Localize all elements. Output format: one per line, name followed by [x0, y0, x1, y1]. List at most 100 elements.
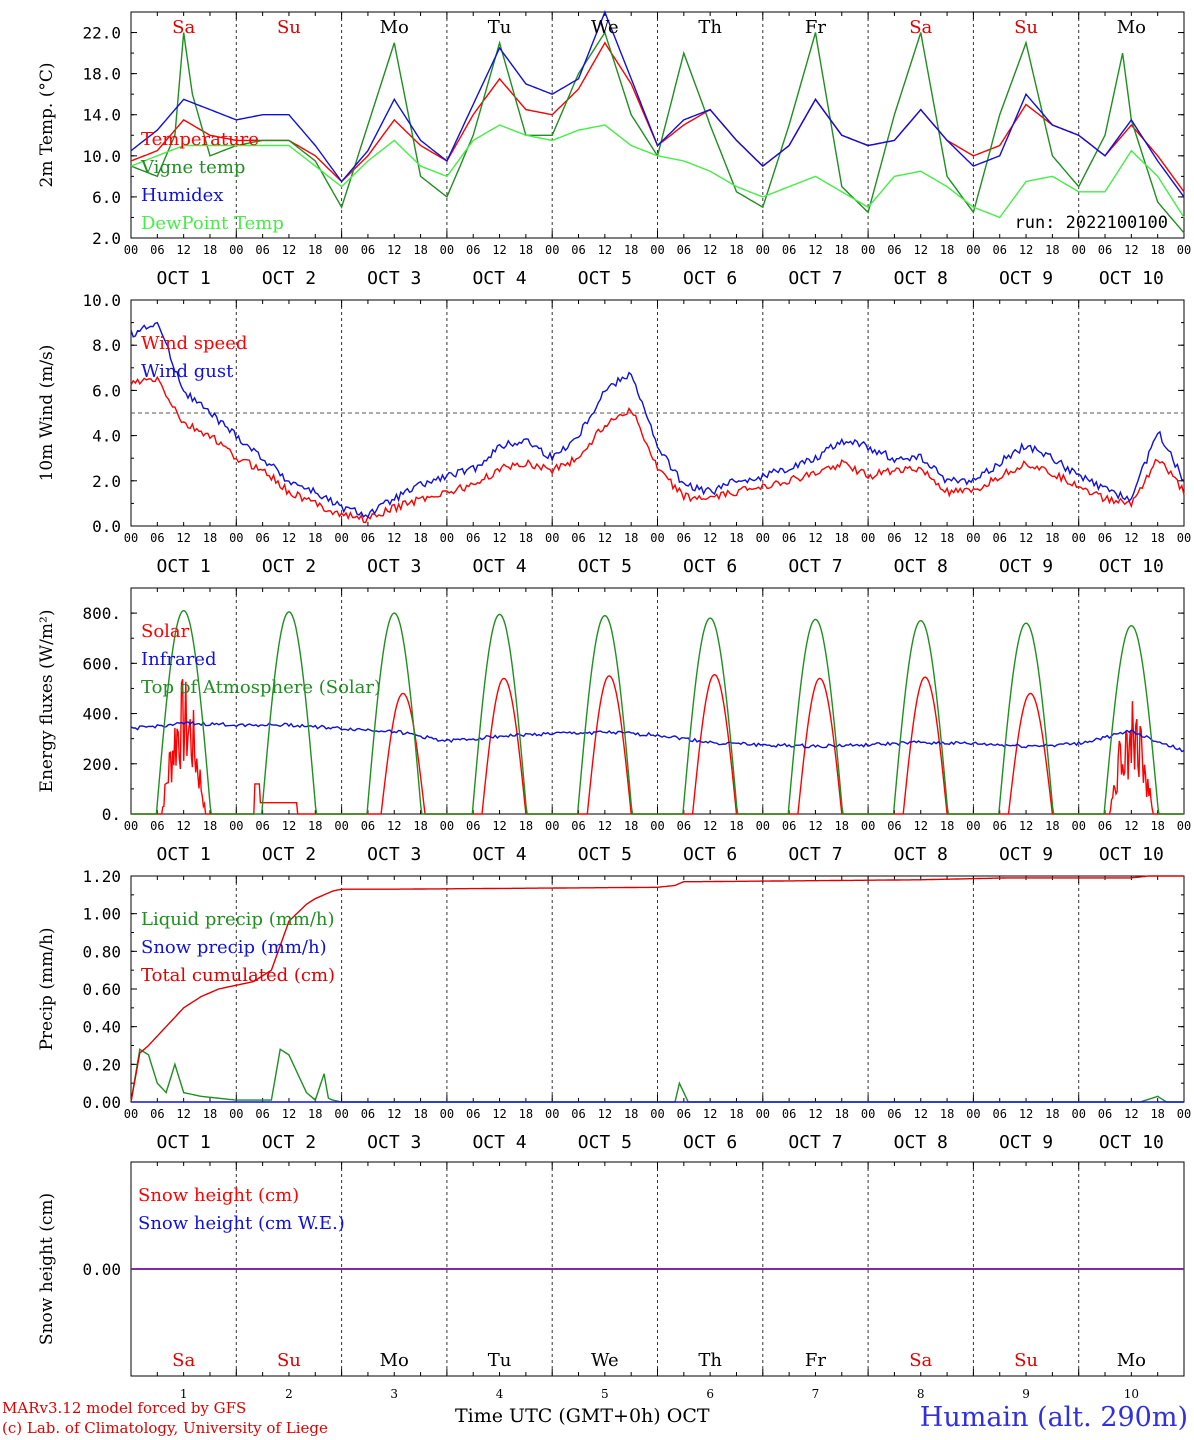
- day-label: OCT 4: [472, 1132, 526, 1153]
- day-label: OCT 6: [683, 556, 737, 577]
- hour-label: 00: [124, 531, 138, 545]
- hour-label: 00: [229, 819, 243, 833]
- hour-label: 06: [255, 1107, 269, 1121]
- hour-label: 18: [519, 243, 533, 257]
- hour-label: 18: [1045, 1107, 1059, 1121]
- hour-label: 06: [466, 531, 480, 545]
- legend-entry: Wind gust: [141, 361, 234, 382]
- hour-label: 12: [808, 819, 822, 833]
- day-label: OCT 5: [578, 844, 632, 865]
- weekday-label: Su: [1014, 1350, 1038, 1371]
- hour-label: 00: [1177, 243, 1191, 257]
- weekday-label: Sa: [172, 1350, 195, 1371]
- hour-label: 00: [756, 819, 770, 833]
- hour-label: 12: [492, 243, 506, 257]
- day-label: OCT 3: [367, 844, 421, 865]
- hour-label: 18: [203, 1107, 217, 1121]
- hour-label: 12: [282, 243, 296, 257]
- credit-lab: (c) Lab. of Climatology, University of L…: [2, 1419, 328, 1437]
- hour-label: 06: [1098, 243, 1112, 257]
- day-number: 3: [390, 1387, 398, 1401]
- hour-label: 18: [308, 243, 322, 257]
- y-tick-label: 0.40: [82, 1018, 121, 1037]
- y-tick-label: 6.0: [92, 188, 121, 207]
- day-label: OCT 1: [157, 556, 211, 577]
- hour-label: 12: [914, 243, 928, 257]
- day-label: OCT 8: [894, 268, 948, 289]
- credit-model: MARv3.12 model forced by GFS: [2, 1399, 247, 1417]
- weekday-label: Su: [277, 1350, 301, 1371]
- y-tick-label: 200.: [82, 755, 121, 774]
- weekday-label: Sa: [172, 17, 195, 38]
- day-label: OCT 1: [157, 268, 211, 289]
- panel-3: 0. 200. 400. 600. 800. Energy fluxes (W/m²) So…: [37, 587, 1191, 865]
- series-line-total-cumulated-cm-: [130, 875, 1184, 1103]
- day-label: OCT 9: [999, 268, 1053, 289]
- legend-entry: Infrared: [141, 649, 216, 670]
- hour-label: 00: [966, 531, 980, 545]
- y-tick-label: 1.20: [82, 867, 121, 886]
- hour-label: 12: [387, 243, 401, 257]
- legend-entry: DewPoint Temp: [141, 213, 284, 234]
- hour-label: 06: [992, 1107, 1006, 1121]
- hour-label: 18: [835, 531, 849, 545]
- hour-label: 12: [914, 819, 928, 833]
- hour-label: 12: [387, 819, 401, 833]
- hour-label: 06: [255, 243, 269, 257]
- hour-label: 00: [124, 243, 138, 257]
- series-line-top-of-atmosphere-solar-: [131, 609, 1184, 815]
- y-tick-label: 0.00: [82, 1260, 121, 1279]
- day-number: 5: [601, 1387, 609, 1401]
- y-tick-label: 2.0: [92, 472, 121, 491]
- hour-label: 06: [466, 243, 480, 257]
- hour-label: 18: [624, 531, 638, 545]
- hour-label: 06: [887, 243, 901, 257]
- y-tick-label: 2.0: [92, 229, 121, 248]
- hour-label: 12: [282, 1107, 296, 1121]
- hour-label: 06: [1098, 1107, 1112, 1121]
- series-line-wind-speed: [130, 375, 1185, 524]
- hour-label: 06: [361, 819, 375, 833]
- day-label: OCT 2: [262, 844, 316, 865]
- hour-label: 06: [150, 1107, 164, 1121]
- y-tick-label: 0.0: [92, 517, 121, 536]
- day-label: OCT 5: [578, 268, 632, 289]
- hour-label: 00: [650, 1107, 664, 1121]
- day-label: OCT 10: [1099, 268, 1164, 289]
- hour-label: 12: [492, 531, 506, 545]
- panel-4: 0.00 0.20 0.40 0.60 0.80 1.00 1.20 Precip (mm/h…: [37, 867, 1191, 1153]
- hour-label: 00: [756, 243, 770, 257]
- hour-label: 00: [756, 1107, 770, 1121]
- hour-label: 00: [545, 819, 559, 833]
- hour-label: 12: [176, 243, 190, 257]
- hour-label: 00: [756, 531, 770, 545]
- hour-label: 18: [940, 819, 954, 833]
- hour-label: 18: [1045, 819, 1059, 833]
- x-axis-title-text: Time UTC (GMT+0h): [455, 1405, 661, 1427]
- day-label: OCT 3: [367, 1132, 421, 1153]
- hour-label: 00: [861, 531, 875, 545]
- hour-label: 12: [1124, 531, 1138, 545]
- hour-label: 06: [466, 819, 480, 833]
- hour-label: 12: [282, 531, 296, 545]
- hour-label: 00: [440, 243, 454, 257]
- hour-label: 18: [624, 243, 638, 257]
- hour-label: 18: [729, 819, 743, 833]
- x-axis-month: OCT: [666, 1405, 710, 1427]
- hour-label: 06: [571, 531, 585, 545]
- weekday-label: Sa: [909, 1350, 932, 1371]
- y-tick-label: 0.00: [82, 1093, 121, 1112]
- hour-label: 06: [255, 531, 269, 545]
- y-tick-label: 0.80: [82, 942, 121, 961]
- series-line-infrared: [130, 721, 1185, 753]
- legend-entry: Temperature: [141, 129, 259, 150]
- day-label: OCT 8: [894, 844, 948, 865]
- hour-label: 00: [334, 243, 348, 257]
- hour-label: 00: [1071, 819, 1085, 833]
- day-number: 6: [706, 1387, 714, 1401]
- hour-label: 18: [203, 819, 217, 833]
- legend-entry: Liquid precip (mm/h): [141, 909, 335, 930]
- run-annotation: run: 2022100100: [1014, 213, 1168, 233]
- day-label: OCT 3: [367, 556, 421, 577]
